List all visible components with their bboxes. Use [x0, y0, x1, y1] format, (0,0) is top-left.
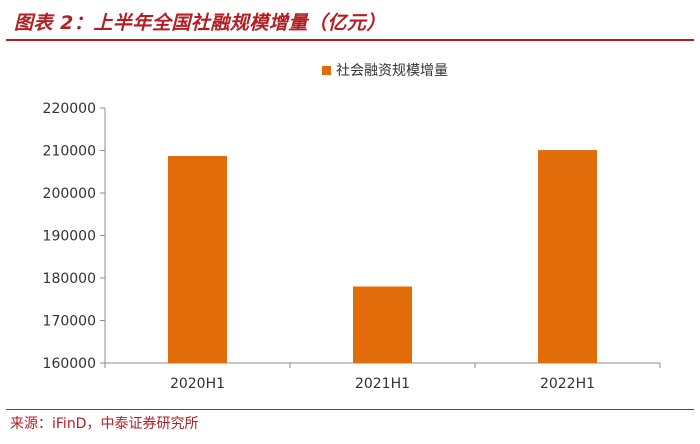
title-bar: 图表 2：上半年全国社融规模增量（亿元） [0, 0, 700, 41]
x-tick-label: 2021H1 [355, 376, 410, 392]
x-tick-label: 2020H1 [170, 376, 225, 392]
source-divider [6, 409, 694, 410]
y-tick-label: 170000 [43, 314, 96, 330]
bar [168, 156, 227, 363]
y-tick-label: 210000 [43, 144, 96, 160]
bar [538, 150, 597, 363]
legend-label: 社会融资规模增量 [336, 63, 448, 79]
source-value: iFinD，中泰证券研究所 [52, 416, 199, 432]
bar [353, 286, 412, 363]
legend: 社会融资规模增量 [0, 58, 700, 82]
x-tick-label: 2022H1 [540, 376, 595, 392]
y-tick-label: 160000 [43, 356, 96, 372]
legend-swatch [322, 65, 331, 75]
title-divider [6, 39, 694, 41]
y-tick-label: 220000 [43, 101, 96, 117]
y-tick-label: 180000 [43, 271, 96, 287]
bar-chart: 220000 210000 200000 190000 180000 170000 1600… [43, 101, 661, 392]
y-tick-label: 200000 [43, 186, 96, 202]
y-tick-label: 190000 [43, 229, 96, 245]
chart-title: 图表 2：上半年全国社融规模增量（亿元） [14, 12, 386, 34]
source-label: 来源： [10, 416, 52, 432]
source-note: 来源：iFinD，中泰证券研究所 [10, 413, 198, 433]
